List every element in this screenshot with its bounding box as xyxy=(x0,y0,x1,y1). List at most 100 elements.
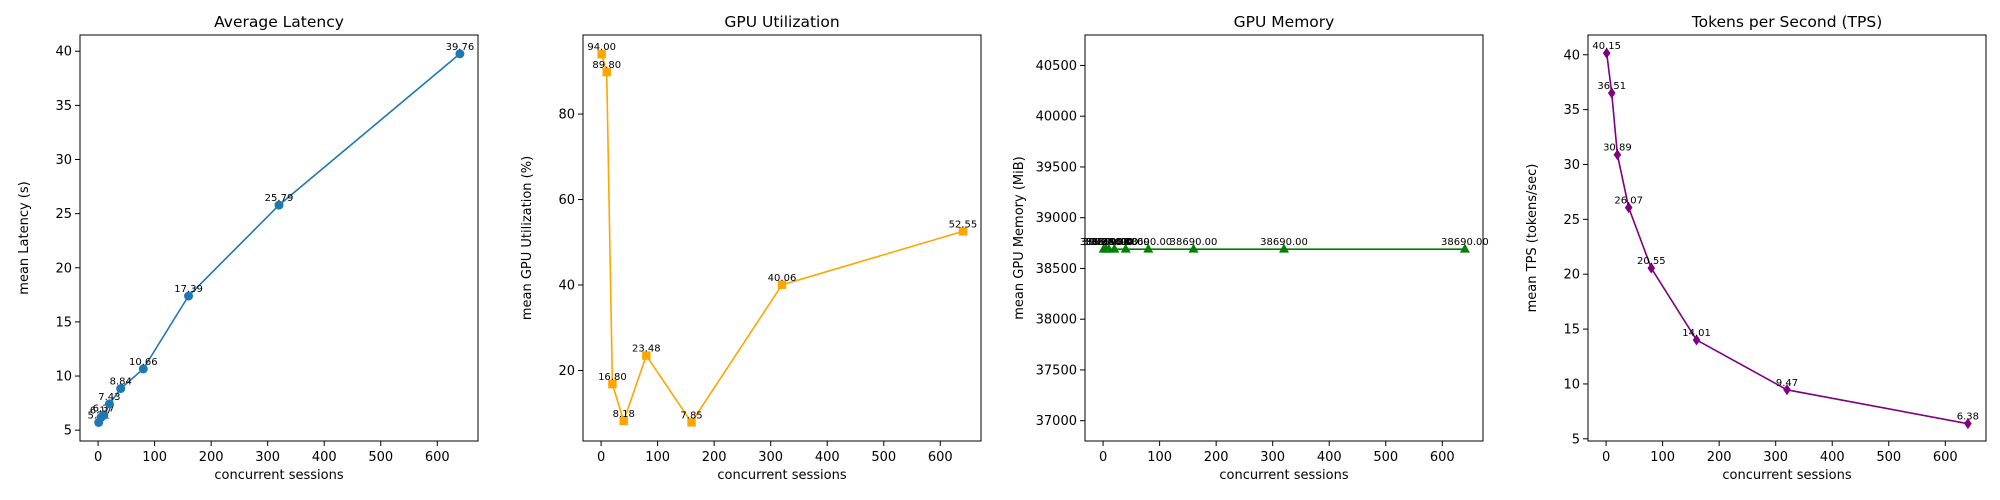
y-tick-label: 20 xyxy=(1563,268,1580,283)
data-point xyxy=(1459,243,1470,253)
x-tick-label: 200 xyxy=(702,450,727,465)
x-tick-label: 400 xyxy=(815,450,840,465)
plot-frame xyxy=(582,34,982,442)
x-tick-label: 400 xyxy=(1317,450,1342,465)
data-label: 9.47 xyxy=(1776,378,1798,389)
data-label: 40.15 xyxy=(1592,41,1621,52)
x-tick-label: 600 xyxy=(1933,450,1958,465)
y-tick-label: 35 xyxy=(1563,103,1580,118)
data-point xyxy=(597,50,606,59)
data-label: 38690.00 xyxy=(1082,237,1130,248)
y-tick-label: 39500 xyxy=(1036,160,1077,175)
x-tick-label: 0 xyxy=(94,450,102,465)
data-point xyxy=(184,291,194,301)
x-tick-label: 100 xyxy=(1147,450,1172,465)
y-tick-label: 38000 xyxy=(1036,313,1077,328)
y-tick-label: 40 xyxy=(558,279,575,294)
data-label: 8.18 xyxy=(613,409,635,420)
y-tick-label: 15 xyxy=(1563,323,1580,338)
y-tick-label: 30 xyxy=(55,153,72,168)
y-tick-label: 15 xyxy=(55,315,72,330)
x-axis-label: concurrent sessions xyxy=(717,468,846,483)
data-label: 6.17 xyxy=(90,406,112,417)
data-label: 23.48 xyxy=(632,344,661,355)
data-label: 39.76 xyxy=(446,42,475,53)
data-point xyxy=(1188,243,1199,253)
data-point xyxy=(619,416,628,426)
data-label: 89.80 xyxy=(592,60,621,71)
chart-panel-1: Average Latency5.716.176.377.438.8410.66… xyxy=(17,13,479,483)
y-tick-label: 37000 xyxy=(1036,414,1077,429)
chart-title: GPU Utilization xyxy=(724,13,839,31)
data-label: 14.01 xyxy=(1682,328,1711,339)
x-tick-label: 300 xyxy=(1260,450,1285,465)
y-tick-label: 40 xyxy=(1563,48,1580,63)
y-tick-label: 40500 xyxy=(1036,59,1077,74)
data-point xyxy=(455,49,465,59)
chart-title: Average Latency xyxy=(214,13,344,31)
y-tick-label: 40000 xyxy=(1036,110,1077,125)
y-tick-label: 25 xyxy=(55,207,72,222)
chart-panel-3: GPU Memory38690.0038690.0038690.0038690.… xyxy=(1012,13,1489,483)
data-point xyxy=(1279,243,1289,253)
y-tick-label: 35 xyxy=(55,99,72,114)
data-label: 94.00 xyxy=(587,42,616,53)
data-label: 6.38 xyxy=(1957,412,1979,423)
x-tick-label: 500 xyxy=(368,450,393,465)
data-label: 38690.00 xyxy=(1091,237,1139,248)
x-tick-label: 300 xyxy=(1763,450,1788,465)
plot-frame xyxy=(79,34,479,442)
data-label: 36.51 xyxy=(1597,81,1626,92)
x-tick-label: 300 xyxy=(255,450,280,465)
data-point xyxy=(104,399,114,409)
data-point xyxy=(602,67,611,77)
x-tick-label: 100 xyxy=(1650,450,1675,465)
data-point xyxy=(1624,202,1633,214)
data-label: 38690.00 xyxy=(1124,237,1172,248)
data-label: 20.55 xyxy=(1637,256,1666,267)
y-tick-label: 37500 xyxy=(1036,363,1077,378)
y-tick-label: 25 xyxy=(1563,213,1580,228)
data-point xyxy=(687,418,696,427)
y-axis-label: mean GPU Memory (MiB) xyxy=(1012,156,1027,319)
y-tick-label: 30 xyxy=(1563,158,1580,173)
x-tick-label: 300 xyxy=(758,450,783,465)
x-tick-label: 600 xyxy=(425,450,450,465)
data-label: 7.85 xyxy=(680,410,702,421)
y-tick-label: 20 xyxy=(55,261,72,276)
data-label: 38690.00 xyxy=(1080,237,1128,248)
data-label: 38690.00 xyxy=(1260,237,1308,248)
x-tick-label: 200 xyxy=(1204,450,1229,465)
data-point xyxy=(1613,149,1622,161)
x-tick-label: 0 xyxy=(1602,450,1610,465)
data-point xyxy=(1109,243,1120,253)
data-label: 17.39 xyxy=(174,284,203,295)
chart-panel-4: Tokens per Second (TPS) 40.15 36.51 30.89 26… xyxy=(1525,13,1987,483)
data-label: 38690.00 xyxy=(1085,237,1133,248)
data-point xyxy=(777,280,787,289)
y-tick-label: 10 xyxy=(1563,377,1580,392)
data-label: 16.80 xyxy=(598,372,627,383)
data-label: 38690.00 xyxy=(1102,237,1150,248)
data-label: 8.84 xyxy=(110,377,132,388)
data-point xyxy=(1964,418,1972,430)
data-label: 40.06 xyxy=(768,273,797,284)
data-label: 7.43 xyxy=(98,392,120,403)
x-tick-label: 400 xyxy=(312,450,337,465)
data-label: 26.07 xyxy=(1614,196,1643,207)
chart-title: GPU Memory xyxy=(1234,13,1335,31)
x-axis-label: concurrent sessions xyxy=(1722,468,1851,483)
data-point xyxy=(642,351,651,360)
x-tick-label: 400 xyxy=(1820,450,1845,465)
data-point xyxy=(1607,87,1616,99)
data-point xyxy=(1602,47,1611,59)
data-point xyxy=(1783,384,1791,396)
x-tick-label: 600 xyxy=(1430,450,1455,465)
data-label: 25.79 xyxy=(265,193,294,204)
series-line xyxy=(1605,53,1969,425)
x-tick-label: 600 xyxy=(928,450,953,465)
y-tick-label: 80 xyxy=(558,108,575,123)
data-point xyxy=(958,227,968,236)
data-point xyxy=(1647,262,1656,274)
data-label: 52.55 xyxy=(949,219,978,230)
